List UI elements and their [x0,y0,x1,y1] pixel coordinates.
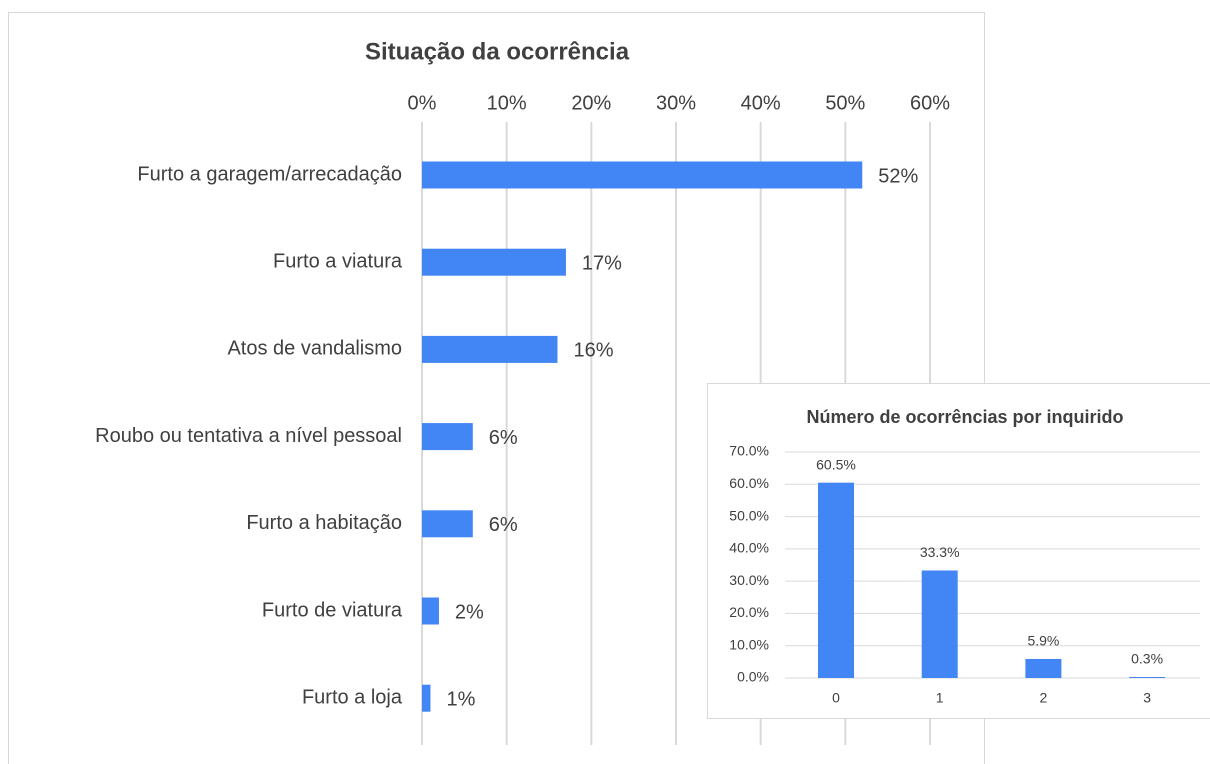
y-tick-label: 30.0% [729,572,769,588]
y-tick-label: 0.0% [737,669,769,685]
data-label: 5.9% [1027,633,1059,649]
bar [422,248,566,276]
bar [818,482,854,678]
bar [422,510,473,538]
y-tick-label: 50.0% [729,507,769,523]
data-label: 0.3% [1131,651,1163,667]
inset-frame [707,383,1210,719]
data-label: 16% [573,340,613,362]
data-label: 52% [878,165,918,187]
data-label: 33.3% [920,544,960,560]
bar [422,684,431,712]
bar [422,161,863,189]
y-tick-label: Furto a garagem/arrecadação [137,163,402,185]
y-tick-label: Furto a viatura [273,250,403,272]
y-tick-label: 60.0% [729,475,769,491]
x-tick-label: 20% [571,92,611,114]
y-tick-label: Furto de viatura [262,599,403,621]
bar [921,570,958,678]
y-tick-label: 40.0% [729,540,769,556]
y-tick-label: Atos de vandalismo [227,338,402,360]
x-tick-label: 40% [741,92,781,114]
data-label: 6% [489,427,518,449]
bar [422,335,558,363]
y-tick-label: 70.0% [729,443,769,459]
y-tick-label: Furto a loja [302,686,403,708]
x-tick-label: 10% [487,92,527,114]
chart-title: Número de ocorrências por inquirido [806,407,1123,427]
y-tick-label: 10.0% [729,636,769,652]
x-tick-label: 1 [936,690,944,706]
y-tick-label: Furto a habitação [246,512,402,534]
bar [1129,677,1166,678]
x-tick-label: 30% [656,92,696,114]
data-label: 6% [489,514,518,536]
x-tick-label: 0% [408,92,437,114]
x-tick-label: 0 [832,690,840,706]
data-label: 60.5% [816,456,856,472]
x-tick-label: 50% [825,92,865,114]
bar [422,423,473,451]
data-label: 17% [582,252,622,274]
inset-chart: Número de ocorrências por inquirido 0.0% 1… [729,407,1200,706]
data-label: 1% [446,688,475,710]
data-label: 2% [455,601,484,623]
y-tick-label: 20.0% [729,604,769,620]
y-tick-label: Roubo ou tentativa a nível pessoal [95,425,402,447]
x-tick-label: 60% [910,92,950,114]
x-tick-label: 3 [1143,690,1151,706]
bar [1025,658,1062,678]
bar [422,597,439,625]
chart-title: Situação da ocorrência [365,38,630,65]
x-tick-label: 2 [1040,690,1048,706]
